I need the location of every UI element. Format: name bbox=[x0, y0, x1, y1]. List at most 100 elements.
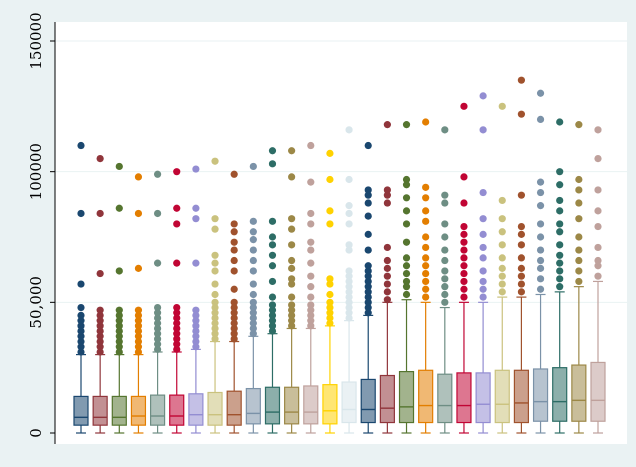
outlier-point bbox=[288, 173, 296, 181]
outlier-point bbox=[575, 121, 583, 129]
outlier-point bbox=[364, 288, 372, 296]
outlier-point bbox=[134, 322, 143, 330]
outlier-point bbox=[115, 204, 123, 212]
outlier-point bbox=[268, 147, 277, 155]
outlier-point bbox=[307, 238, 315, 246]
outlier-point bbox=[479, 215, 487, 223]
outlier-point bbox=[383, 272, 391, 280]
outlier-point bbox=[364, 186, 372, 194]
box-group bbox=[494, 102, 510, 434]
box-group bbox=[111, 162, 127, 434]
box-group bbox=[379, 121, 395, 434]
outlier-point bbox=[364, 199, 372, 207]
outlier-point bbox=[441, 191, 449, 199]
outlier-point bbox=[460, 293, 468, 301]
outlier-point bbox=[345, 126, 353, 134]
outlier-point bbox=[192, 327, 200, 335]
outlier-point bbox=[422, 233, 430, 241]
outlier-point bbox=[153, 259, 162, 267]
outlier-point bbox=[211, 324, 219, 333]
outlier-point bbox=[517, 76, 526, 84]
outlier-point bbox=[498, 228, 506, 236]
outlier-point bbox=[249, 324, 257, 333]
outlier-point bbox=[230, 246, 238, 254]
outlier-point bbox=[173, 314, 181, 322]
box-group bbox=[207, 157, 223, 434]
outlier-point bbox=[345, 175, 353, 184]
outlier-point bbox=[517, 191, 526, 199]
outlier-point bbox=[134, 343, 143, 351]
outlier-point bbox=[517, 280, 526, 288]
y-tick-label: 0 bbox=[27, 428, 45, 438]
outlier-point bbox=[460, 285, 468, 293]
outlier-point bbox=[460, 246, 468, 254]
outlier-point bbox=[115, 162, 123, 171]
outlier-point bbox=[115, 267, 123, 275]
outlier-point bbox=[383, 199, 391, 207]
box-group bbox=[322, 149, 338, 434]
outlier-point bbox=[192, 317, 200, 325]
outlier-point bbox=[134, 332, 143, 340]
outlier-point bbox=[192, 343, 200, 351]
outlier-point bbox=[517, 230, 526, 238]
outlier-point bbox=[230, 303, 238, 312]
outlier-point bbox=[422, 194, 430, 202]
outlier-point bbox=[575, 186, 583, 194]
box bbox=[571, 364, 587, 422]
outlier-point bbox=[288, 293, 296, 301]
outlier-point bbox=[268, 251, 277, 259]
box-group bbox=[513, 76, 530, 434]
outlier-point bbox=[115, 343, 123, 351]
outlier-point bbox=[364, 141, 372, 150]
box-group bbox=[590, 126, 606, 434]
outlier-point bbox=[345, 283, 353, 291]
outlier-point bbox=[479, 293, 487, 301]
box-group bbox=[418, 118, 434, 434]
outlier-point bbox=[345, 241, 353, 249]
outlier-point bbox=[211, 215, 219, 223]
outlier-point bbox=[134, 311, 143, 319]
outlier-point bbox=[460, 262, 468, 270]
outlier-point bbox=[173, 168, 181, 176]
outlier-point bbox=[460, 269, 468, 278]
outlier-point bbox=[96, 209, 104, 218]
outlier-point bbox=[173, 324, 181, 333]
outlier-point bbox=[364, 212, 372, 220]
outlier-point bbox=[575, 199, 583, 207]
outlier-point bbox=[77, 280, 85, 288]
outlier-point bbox=[383, 191, 391, 199]
outlier-point bbox=[134, 337, 143, 346]
box-group bbox=[398, 121, 415, 434]
outlier-point bbox=[268, 293, 277, 301]
outlier-point bbox=[345, 267, 353, 275]
box bbox=[188, 393, 204, 426]
outlier-point bbox=[422, 254, 430, 262]
outlier-point bbox=[556, 283, 564, 291]
outlier-point bbox=[134, 317, 143, 325]
boxes bbox=[73, 76, 606, 434]
outlier-point bbox=[211, 225, 219, 233]
outlier-point bbox=[307, 259, 315, 267]
outlier-point bbox=[364, 191, 372, 199]
outlier-point bbox=[153, 209, 162, 218]
outlier-point bbox=[192, 204, 200, 212]
y-tick-label: 50,000 bbox=[27, 276, 45, 329]
outlier-point bbox=[326, 319, 334, 327]
outlier-point bbox=[536, 220, 545, 228]
outlier-point bbox=[249, 303, 257, 312]
outlier-point bbox=[479, 230, 487, 238]
outlier-point bbox=[517, 288, 526, 296]
outlier-point bbox=[268, 241, 277, 249]
outlier-point bbox=[345, 293, 353, 301]
outlier-point bbox=[153, 309, 162, 317]
outlier-point bbox=[115, 306, 123, 314]
outlier-point bbox=[575, 233, 583, 241]
outlier-point bbox=[498, 196, 506, 205]
outlier-point bbox=[441, 267, 449, 275]
outlier-point bbox=[307, 301, 315, 309]
outlier-point bbox=[326, 298, 334, 306]
box bbox=[73, 395, 89, 426]
outlier-point bbox=[402, 262, 411, 270]
outlier-point bbox=[77, 209, 85, 218]
outlier-point bbox=[115, 322, 123, 330]
